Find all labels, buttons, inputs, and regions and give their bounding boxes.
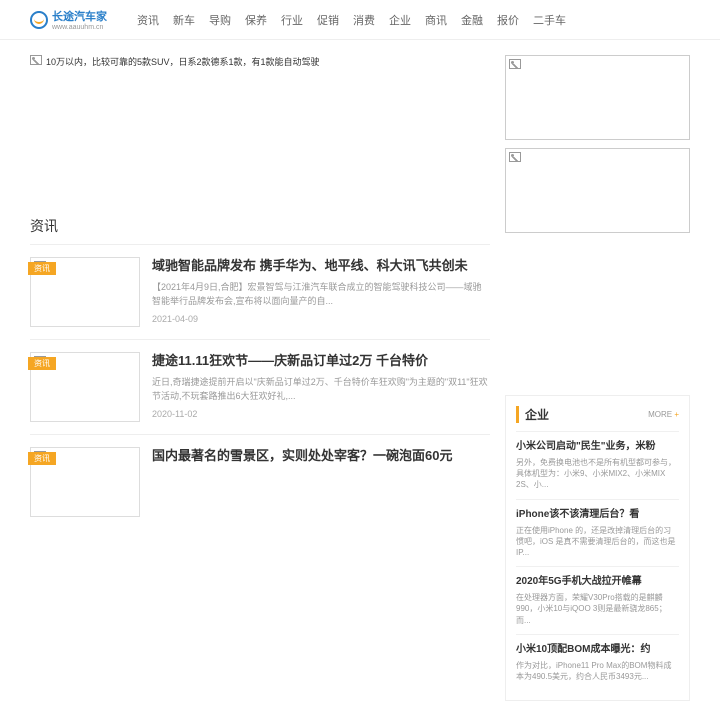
logo-icon xyxy=(30,11,48,29)
nav-item-promo[interactable]: 促销 xyxy=(317,12,339,28)
sidebar-item[interactable]: iPhone该不该清理后台？看 正在使用iPhone 的，还是改掉清理后台的习惯… xyxy=(516,499,679,567)
sidebar-header: 企业 MORE + xyxy=(516,406,679,423)
sidebar-item-desc: 在处理器方面，荣耀V30Pro搭载的是麒麟990，小米10与iQOO 3则是最新… xyxy=(516,592,679,626)
article-date: 2020-11-02 xyxy=(152,409,490,419)
plus-icon: + xyxy=(674,410,679,419)
article-desc: 【2021年4月9日,合肥】宏景智驾与江淮汽车联合成立的智能驾驶科技公司——域驰… xyxy=(152,281,490,308)
right-column: 企业 MORE + 小米公司启动"民生"业务，米粉 另外，免费换电池也不是所有机… xyxy=(505,55,690,701)
article-item: 资讯 国内最著名的雪景区，实则处处宰客？一碗泡面60元 xyxy=(30,434,490,529)
sidebar-item[interactable]: 2020年5G手机大战拉开帷幕 在处理器方面，荣耀V30Pro搭载的是麒麟990… xyxy=(516,566,679,634)
logo-text: 长途汽车家 xyxy=(52,11,107,23)
logo-text-wrap: 长途汽车家 www.aauuhm.cn xyxy=(52,8,107,31)
article-item: 资讯 捷途11.11狂欢节——庆新品订单过2万 千台特价 近日,奇瑞捷途提前开启… xyxy=(30,339,490,434)
article-desc: 近日,奇瑞捷途提前开启以"庆新品订单过2万、千台特价车狂欢购"为主题的"双11"… xyxy=(152,376,490,403)
sidebar-item[interactable]: 小米公司启动"民生"业务，米粉 另外，免费换电池也不是所有机型都可参与，具体机型… xyxy=(516,431,679,499)
sidebar-title: 企业 xyxy=(516,406,549,423)
article-content: 捷途11.11狂欢节——庆新品订单过2万 千台特价 近日,奇瑞捷途提前开启以"庆… xyxy=(152,352,490,422)
broken-image-icon xyxy=(30,55,42,65)
broken-image-icon xyxy=(509,59,521,69)
sidebar-item-title: 小米公司启动"民生"业务，米粉 xyxy=(516,440,679,453)
article-content: 域驰智能品牌发布 携手华为、地平线、科大讯飞共创未 【2021年4月9日,合肥】… xyxy=(152,257,490,327)
article-item: 资讯 域驰智能品牌发布 携手华为、地平线、科大讯飞共创未 【2021年4月9日,… xyxy=(30,244,490,339)
article-tag: 资讯 xyxy=(28,262,56,275)
nav-item-price[interactable]: 报价 xyxy=(497,12,519,28)
header: 长途汽车家 www.aauuhm.cn 资讯 新车 导购 保养 行业 促销 消费… xyxy=(0,0,720,40)
nav-item-consume[interactable]: 消费 xyxy=(353,12,375,28)
logo-sub: www.aauuhm.cn xyxy=(52,24,107,31)
sidebar-item-title: iPhone该不该清理后台？看 xyxy=(516,508,679,521)
more-link[interactable]: MORE + xyxy=(648,410,679,419)
sidebar-item-title: 小米10顶配BOM成本曝光：约 xyxy=(516,643,679,656)
nav-item-biz[interactable]: 商讯 xyxy=(425,12,447,28)
article-date: 2021-04-09 xyxy=(152,314,490,324)
nav-item-finance[interactable]: 金融 xyxy=(461,12,483,28)
hero-image[interactable]: 10万以内，比较可靠的5款SUV，日系2款德系1款，有1款能自动驾驶 xyxy=(30,55,490,68)
left-column: 10万以内，比较可靠的5款SUV，日系2款德系1款，有1款能自动驾驶 资讯 资讯… xyxy=(30,55,490,701)
article-thumb[interactable]: 资讯 xyxy=(30,447,140,517)
sidebar-item-desc: 另外，免费换电池也不是所有机型都可参与，具体机型为：小米9、小米MIX2、小米M… xyxy=(516,457,679,491)
nav-item-guide[interactable]: 导购 xyxy=(209,12,231,28)
sidebar-item-desc: 正在使用iPhone 的，还是改掉清理后台的习惯吧，iOS 是真不需要清理后台的… xyxy=(516,525,679,559)
more-text: MORE xyxy=(648,410,672,419)
article-tag: 资讯 xyxy=(28,357,56,370)
nav-item-company[interactable]: 企业 xyxy=(389,12,411,28)
article-thumb[interactable]: 资讯 xyxy=(30,352,140,422)
hero-alt-text: 10万以内，比较可靠的5款SUV，日系2款德系1款，有1款能自动驾驶 xyxy=(46,55,320,68)
article-title[interactable]: 捷途11.11狂欢节——庆新品订单过2万 千台特价 xyxy=(152,352,490,370)
broken-image-icon xyxy=(509,152,521,162)
ad-placeholder[interactable] xyxy=(505,148,690,233)
article-title[interactable]: 国内最著名的雪景区，实则处处宰客？一碗泡面60元 xyxy=(152,447,490,465)
nav-item-maintain[interactable]: 保养 xyxy=(245,12,267,28)
sidebar-item-desc: 作为对比，iPhone11 Pro Max的BOM物料成本为490.5美元，约合… xyxy=(516,660,679,682)
section-title: 资讯 xyxy=(30,208,490,244)
article-thumb[interactable]: 资讯 xyxy=(30,257,140,327)
article-list: 资讯 域驰智能品牌发布 携手华为、地平线、科大讯飞共创未 【2021年4月9日,… xyxy=(30,244,490,529)
sidebar-item[interactable]: 小米10顶配BOM成本曝光：约 作为对比，iPhone11 Pro Max的BO… xyxy=(516,634,679,690)
nav: 资讯 新车 导购 保养 行业 促销 消费 企业 商讯 金融 报价 二手车 xyxy=(137,12,566,28)
nav-item-industry[interactable]: 行业 xyxy=(281,12,303,28)
nav-item-used[interactable]: 二手车 xyxy=(533,12,566,28)
article-title[interactable]: 域驰智能品牌发布 携手华为、地平线、科大讯飞共创未 xyxy=(152,257,490,275)
article-tag: 资讯 xyxy=(28,452,56,465)
article-content: 国内最著名的雪景区，实则处处宰客？一碗泡面60元 xyxy=(152,447,490,517)
sidebar: 企业 MORE + 小米公司启动"民生"业务，米粉 另外，免费换电池也不是所有机… xyxy=(505,395,690,701)
logo[interactable]: 长途汽车家 www.aauuhm.cn xyxy=(30,8,107,31)
nav-item-news[interactable]: 资讯 xyxy=(137,12,159,28)
ad-placeholder[interactable] xyxy=(505,55,690,140)
content: 10万以内，比较可靠的5款SUV，日系2款德系1款，有1款能自动驾驶 资讯 资讯… xyxy=(0,40,720,716)
nav-item-newcar[interactable]: 新车 xyxy=(173,12,195,28)
sidebar-item-title: 2020年5G手机大战拉开帷幕 xyxy=(516,575,679,588)
